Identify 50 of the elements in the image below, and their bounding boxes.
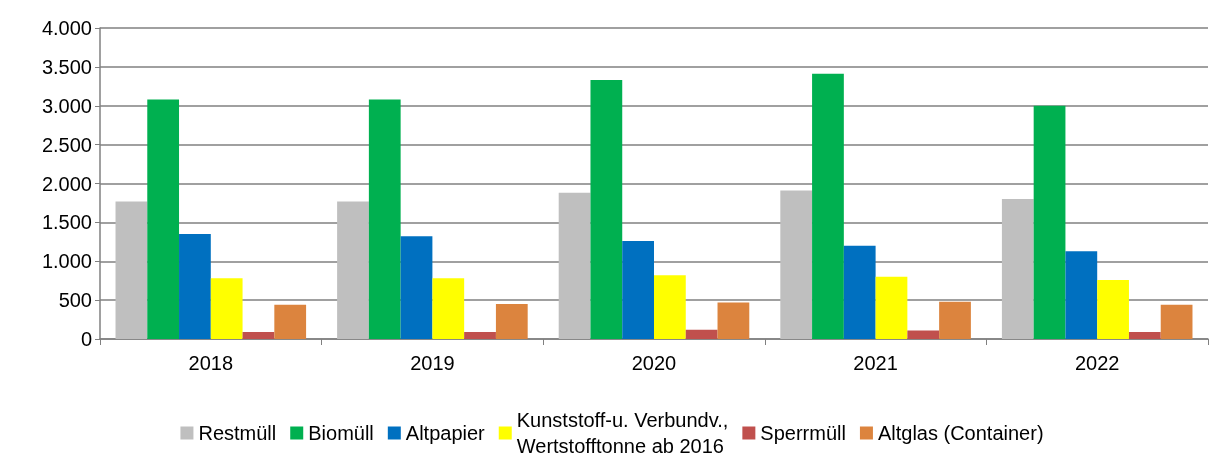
y-tick-label: 1.000 — [41, 250, 92, 273]
x-tick-label: 2019 — [410, 352, 455, 374]
bar — [1033, 105, 1066, 339]
y-tick-label: 500 — [58, 289, 92, 312]
y-tick-label: 0 — [80, 328, 92, 350]
legend-label: Kunststoff-u. Verbundv., Wertstofftonne ab 2016 — [516, 409, 729, 457]
x-tick-label: 2021 — [853, 352, 898, 374]
y-tick-label: 1.500 — [41, 211, 92, 234]
legend-label: Restmüll — [198, 422, 277, 444]
bar — [907, 330, 940, 339]
bar — [875, 276, 908, 339]
x-tick-label: 2022 — [1074, 352, 1120, 374]
bar — [939, 301, 971, 339]
bar — [1128, 332, 1161, 339]
legend-label: Altpapier — [405, 422, 486, 444]
x-tick-label: 2018 — [188, 352, 234, 374]
bar — [1001, 199, 1034, 339]
bar — [274, 304, 307, 339]
bar — [337, 201, 369, 339]
y-tick-label: 4.000 — [41, 17, 92, 39]
bar — [464, 332, 496, 339]
bar — [242, 332, 275, 339]
bar — [495, 304, 528, 339]
y-tick-label: 3.000 — [41, 94, 92, 117]
bar — [1160, 304, 1193, 339]
bar — [685, 329, 718, 339]
bar — [590, 80, 623, 339]
legend-label: Biomüll — [308, 422, 374, 444]
bar — [654, 275, 686, 339]
bar — [843, 245, 876, 339]
bar — [210, 278, 243, 339]
bar — [368, 99, 401, 339]
bar — [147, 99, 180, 339]
bar — [1065, 251, 1098, 339]
bar — [717, 302, 750, 339]
bar — [812, 73, 844, 339]
y-tick-label: 2.500 — [41, 133, 92, 156]
bar — [622, 241, 654, 339]
bar — [115, 201, 148, 339]
y-tick-label: 3.500 — [41, 55, 92, 78]
bar — [432, 278, 465, 339]
bar — [400, 236, 433, 339]
x-tick-label: 2020 — [631, 352, 677, 374]
bar — [780, 190, 813, 339]
bar — [179, 234, 211, 339]
legend-label: Altglas (Container) — [877, 422, 1044, 444]
legend-label: Sperrmüll — [760, 422, 846, 444]
bar — [1097, 279, 1129, 339]
bar — [558, 192, 591, 339]
y-tick-label: 2.000 — [41, 172, 92, 195]
